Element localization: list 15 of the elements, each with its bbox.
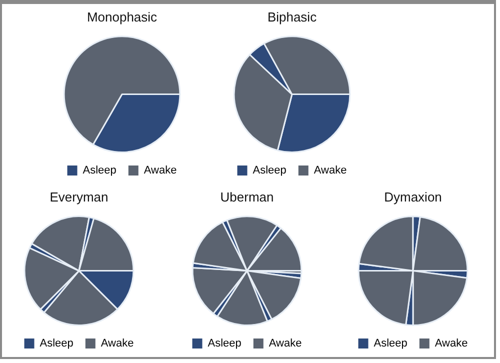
chart-title: Dymaxion [384,189,442,204]
legend-label: Asleep [208,338,242,350]
legend-label: Awake [144,164,177,177]
legend-label: Awake [434,338,468,350]
chart-title: Uberman [220,189,274,204]
legend-label: Awake [268,338,302,350]
chart-title: Everyman [50,189,108,204]
legend-label: Asleep [374,338,408,350]
legend-label: Asleep [252,164,286,177]
legend-label: Asleep [40,338,74,350]
legend-label: Awake [100,338,134,350]
chart-title: Monophasic [86,9,158,24]
chart-title: Biphasic [267,9,318,24]
legend-label: Asleep [82,164,116,177]
legend-label: Awake [314,164,347,177]
